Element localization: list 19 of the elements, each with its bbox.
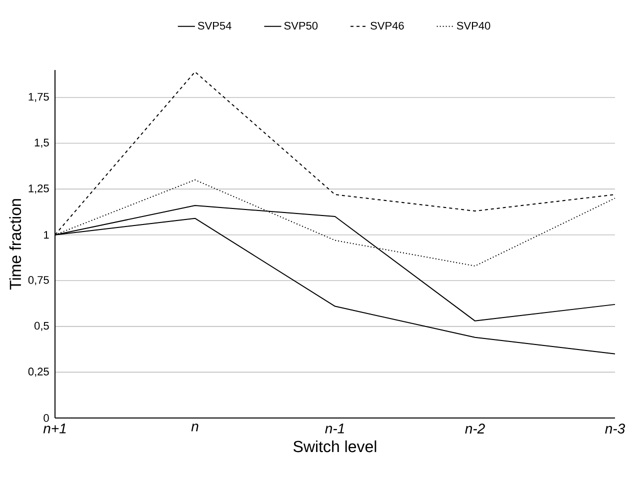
y-tick-label: 1 <box>44 231 49 239</box>
legend-label: SVP54 <box>198 22 232 30</box>
y-tick-label: 0,25 <box>28 368 49 377</box>
x-tick-label: n <box>191 424 198 432</box>
legend-label: SVP46 <box>370 22 404 30</box>
y-tick-label: 1,75 <box>28 92 49 102</box>
y-axis-title: Time fraction <box>9 199 22 290</box>
legend-label: SVP40 <box>456 22 490 30</box>
y-tick-label: 0,75 <box>28 276 49 286</box>
y-tick-label: 0,5 <box>34 322 49 331</box>
x-tick-label: n-2 <box>465 424 485 434</box>
legend-label: SVP50 <box>284 22 318 30</box>
y-tick-label: 0 <box>44 414 49 422</box>
y-tick-label: 1,5 <box>34 138 49 148</box>
x-axis-title: Switch level <box>293 440 376 452</box>
y-tick-label: 1,25 <box>28 184 49 194</box>
x-tick-label: n-1 <box>325 424 344 434</box>
x-tick-label: n+1 <box>43 424 66 434</box>
x-tick-label: n-3 <box>605 424 625 434</box>
